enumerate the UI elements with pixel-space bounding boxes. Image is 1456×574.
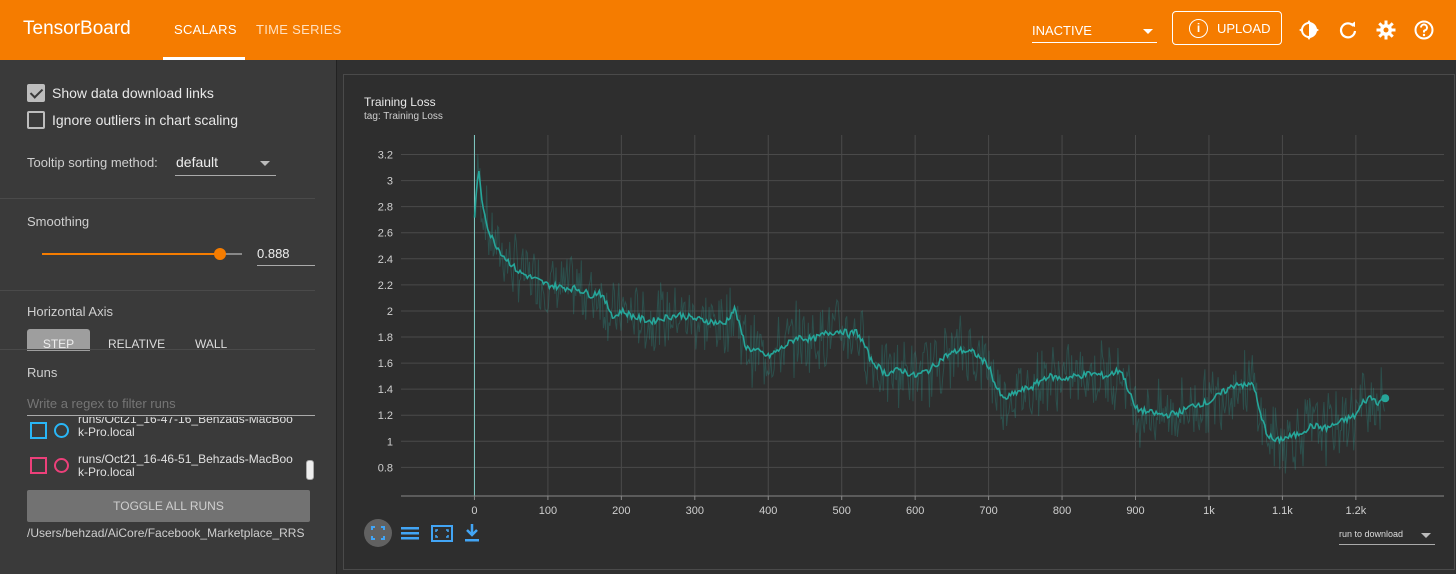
smoothing-label: Smoothing bbox=[27, 214, 90, 229]
gear-icon[interactable] bbox=[1376, 20, 1396, 40]
y-tick-label: 2.6 bbox=[378, 228, 393, 240]
y-tick-label: 1.8 bbox=[378, 332, 393, 344]
y-tick-label: 1.2 bbox=[378, 410, 393, 422]
smoothing-input-value: 0.888 bbox=[257, 246, 290, 261]
raw-loss-series bbox=[474, 154, 1385, 474]
y-tick-label: 2.2 bbox=[378, 280, 393, 292]
fit-domain-icon[interactable] bbox=[364, 519, 392, 547]
axis-option-wall[interactable]: WALL bbox=[195, 337, 228, 351]
card-header-strip bbox=[343, 60, 1456, 74]
smoothed-loss-line bbox=[473, 170, 1386, 445]
runs-label: Runs bbox=[27, 365, 58, 380]
chart-tag: tag: Training Loss bbox=[364, 111, 443, 122]
tooltip-sorting-select[interactable]: default bbox=[175, 152, 276, 176]
x-tick-label: 0 bbox=[471, 505, 477, 517]
x-tick-label: 600 bbox=[906, 505, 924, 517]
smoothing-slider-thumb[interactable] bbox=[214, 248, 226, 260]
x-tick-label: 700 bbox=[979, 505, 997, 517]
training-loss-chart[interactable]: 0.8 1 1.2 1.4 1.6 1.8 2 2.2 2.4 2.6 2.8 3 3.2 0 100 20… bbox=[344, 75, 1454, 569]
x-tick-label: 900 bbox=[1126, 505, 1144, 517]
runs-filter-input[interactable] bbox=[27, 392, 315, 416]
dark-mode-icon[interactable] bbox=[1299, 20, 1319, 40]
y-tick-label: 2.4 bbox=[378, 254, 393, 266]
y-tick-label: 2 bbox=[387, 306, 393, 318]
x-tick-label: 300 bbox=[686, 505, 704, 517]
y-tick-label: 0.8 bbox=[378, 462, 393, 474]
x-tick-label: 100 bbox=[539, 505, 557, 517]
y-tick-label: 3 bbox=[387, 176, 393, 188]
log-directory: /Users/behzad/AiCore/Facebook_Marketplac… bbox=[27, 526, 305, 540]
y-tick-label: 1.4 bbox=[378, 384, 393, 396]
x-tick-label: 1.2k bbox=[1345, 505, 1366, 517]
tab-time-series[interactable]: TIME SERIES bbox=[256, 22, 342, 37]
x-tick-label: 1.1k bbox=[1272, 505, 1293, 517]
x-axis-ticks: 0 100 200 300 400 500 600 700 800 900 1k 1.1k 1.2k bbox=[401, 495, 1444, 517]
y-tick-label: 3.2 bbox=[378, 150, 393, 162]
chart-card: Training Loss tag: Training Loss 0.8 1 1.2… bbox=[343, 74, 1455, 570]
upload-button-label: UPLOAD bbox=[1217, 21, 1271, 36]
show-download-links-checkbox[interactable] bbox=[27, 84, 45, 102]
status-select[interactable]: INACTIVE bbox=[1032, 21, 1157, 43]
y-tick-label: 2.8 bbox=[378, 202, 393, 214]
x-tick-label: 400 bbox=[759, 505, 777, 517]
ignore-outliers-checkbox[interactable] bbox=[27, 111, 45, 129]
chart-title: Training Loss bbox=[364, 95, 436, 109]
smoothed-loss-series bbox=[473, 170, 1390, 445]
refresh-icon[interactable] bbox=[1338, 20, 1358, 40]
run-name: runs/Oct21_16-46-51_Behzads-MacBoo k-Pro… bbox=[78, 452, 293, 479]
series-endpoint bbox=[1381, 394, 1390, 403]
help-icon[interactable] bbox=[1414, 20, 1434, 40]
run-item[interactable]: runs/Oct21_16-46-51_Behzads-MacBoo k-Pro… bbox=[30, 453, 320, 485]
tab-scalars[interactable]: SCALARS bbox=[174, 22, 237, 37]
divider bbox=[0, 198, 315, 199]
x-tick-label: 500 bbox=[833, 505, 851, 517]
y-tick-label: 1 bbox=[387, 436, 393, 448]
brand-title: TensorBoard bbox=[23, 18, 131, 39]
chevron-down-icon bbox=[1143, 29, 1153, 34]
download-icon[interactable] bbox=[458, 519, 486, 547]
axis-option-relative[interactable]: RELATIVE bbox=[108, 337, 166, 351]
raw-loss-line bbox=[474, 154, 1385, 474]
run-checkbox[interactable] bbox=[30, 457, 47, 474]
y-axis-ticks: 0.8 1 1.2 1.4 1.6 1.8 2 2.2 2.4 2.6 2.8 3 3.2 bbox=[378, 150, 393, 475]
chevron-down-icon bbox=[1421, 533, 1431, 538]
chart-grid bbox=[401, 135, 1444, 496]
show-download-links-label: Show data download links bbox=[52, 85, 214, 101]
run-radio[interactable] bbox=[54, 423, 69, 438]
run-to-download-select[interactable]: run to download bbox=[1339, 525, 1435, 545]
toggle-all-runs-button[interactable]: TOGGLE ALL RUNS bbox=[27, 490, 310, 522]
runs-scrollbar[interactable] bbox=[306, 460, 314, 480]
info-icon: i bbox=[1189, 19, 1208, 38]
zoom-region-icon[interactable] bbox=[428, 519, 456, 547]
list-lines-icon[interactable] bbox=[396, 519, 424, 547]
tooltip-sorting-label: Tooltip sorting method: bbox=[27, 155, 158, 170]
top-app-bar: TensorBoard SCALARS TIME SERIES INACTIVE… bbox=[0, 0, 1456, 60]
smoothing-slider-fill bbox=[42, 253, 220, 255]
chevron-down-icon bbox=[260, 161, 270, 166]
run-checkbox[interactable] bbox=[30, 422, 47, 439]
tooltip-sorting-value: default bbox=[176, 154, 219, 170]
run-item[interactable]: runs/Oct21_16-47-16_Behzads-MacBoo k-Pro… bbox=[30, 417, 320, 447]
sidebar: Show data download links Ignore outliers… bbox=[0, 60, 337, 574]
axis-option-step[interactable]: STEP bbox=[27, 329, 90, 351]
divider bbox=[0, 349, 315, 350]
x-tick-label: 800 bbox=[1053, 505, 1071, 517]
divider bbox=[0, 290, 315, 291]
x-tick-label: 1k bbox=[1203, 505, 1215, 517]
active-tab-indicator bbox=[163, 57, 245, 60]
runs-list: runs/Oct21_16-47-16_Behzads-MacBoo k-Pro… bbox=[0, 417, 337, 487]
y-tick-label: 1.6 bbox=[378, 358, 393, 370]
ignore-outliers-label: Ignore outliers in chart scaling bbox=[52, 112, 238, 128]
horizontal-axis-label: Horizontal Axis bbox=[27, 304, 113, 319]
run-name: runs/Oct21_16-47-16_Behzads-MacBoo k-Pro… bbox=[78, 417, 293, 439]
run-to-download-label: run to download bbox=[1339, 529, 1404, 539]
x-tick-label: 200 bbox=[612, 505, 630, 517]
status-select-value: INACTIVE bbox=[1032, 23, 1092, 38]
smoothing-input[interactable]: 0.888 bbox=[257, 244, 315, 266]
run-radio[interactable] bbox=[54, 458, 69, 473]
upload-button[interactable]: i UPLOAD bbox=[1172, 11, 1282, 45]
